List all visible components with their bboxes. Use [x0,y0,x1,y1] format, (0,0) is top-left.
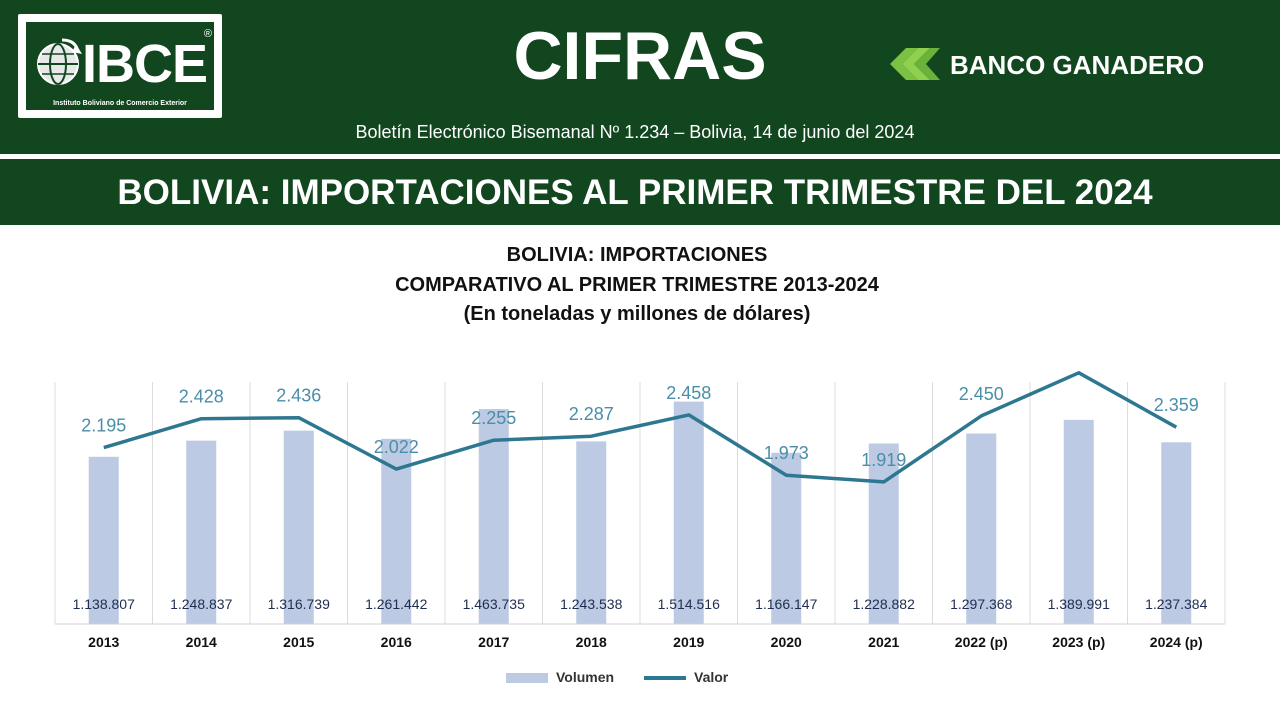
legend-volumen-swatch [506,673,548,683]
volume-bar [186,440,217,624]
valor-data-label: 1.919 [861,450,906,470]
page-title: CIFRAS [513,18,767,94]
x-tick-label: 2016 [381,634,412,650]
header-divider [0,154,1280,159]
title-band [0,159,1280,225]
main-heading: BOLIVIA: IMPORTACIONES AL PRIMER TRIMEST… [117,173,1153,212]
valor-data-label: 2.359 [1154,395,1199,415]
volume-bar [1063,419,1094,624]
volumen-data-label: 1.463.735 [463,596,525,612]
banco-ganadero-logo: BANCO GANADERO [888,44,1238,88]
volumen-data-label: 1.514.516 [658,596,720,612]
volumen-data-label: 1.243.538 [560,596,622,612]
chart-title: BOLIVIA: IMPORTACIONES [506,244,768,266]
volume-bar [966,433,997,624]
valor-data-label: 2.255 [471,408,516,428]
valor-data-label: 1.973 [764,443,809,463]
valor-data-label: 2.428 [179,387,224,407]
ibce-logo-inner: IBCE ® Instituto Boliviano de Comercio E… [26,22,214,110]
volumen-data-label: 1.138.807 [73,596,135,612]
volume-bar [1161,442,1192,624]
valor-data-label: 2.022 [374,437,419,457]
sponsor-name: BANCO GANADERO [950,50,1205,80]
valor-data-label: 2.436 [276,386,321,406]
logo-text: IBCE [82,34,208,94]
x-tick-label: 2021 [868,634,899,650]
volume-bar [673,401,704,624]
x-tick-label: 2015 [283,634,314,650]
volume-bar [88,456,119,624]
volumen-data-label: 1.261.442 [365,596,427,612]
volumen-data-label: 1.297.368 [950,596,1012,612]
valor-data-label: 2.195 [81,416,126,436]
x-tick-label: 2019 [673,634,704,650]
globe-icon [37,38,82,85]
x-tick-label: 2024 (p) [1150,634,1203,650]
volumen-data-label: 1.316.739 [268,596,330,612]
volumen-data-label: 1.228.882 [853,596,915,612]
volume-bar [576,441,607,624]
x-tick-label: 2023 (p) [1052,634,1105,650]
x-tick-label: 2013 [88,634,119,650]
volumen-data-label: 1.237.384 [1145,596,1207,612]
x-tick-label: 2014 [186,634,217,650]
valor-data-label: 2.450 [959,384,1004,404]
x-tick-label: 2017 [478,634,509,650]
ibce-logo: IBCE ® Instituto Boliviano de Comercio E… [18,14,222,118]
x-tick-label: 2018 [576,634,607,650]
chart-unit-note: (En toneladas y millones de dólares) [463,303,811,325]
legend-valor-label: Valor [694,669,729,685]
legend-volumen-label: Volumen [556,669,615,685]
logo-subtitle: Instituto Boliviano de Comercio Exterior [53,100,187,107]
chart-subtitle: COMPARATIVO AL PRIMER TRIMESTRE 2013-202… [395,274,879,296]
x-tick-label: 2020 [771,634,802,650]
volumen-data-label: 1.166.147 [755,596,817,612]
x-tick-label: 2022 (p) [955,634,1008,650]
bulletin-info: Boletín Electrónico Bisemanal Nº 1.234 –… [355,122,915,142]
volume-bar [771,452,802,624]
imports-chart: 2.195 2.428 2.436 2.022 2.255 2.287 2.458 1.973… [54,371,1226,650]
legend-valor-swatch [644,676,686,680]
registered-mark: ® [203,28,212,40]
valor-line [103,371,1178,484]
volume-bar [283,430,314,624]
volumen-data-label: 1.389.991 [1048,596,1110,612]
volumen-data-label: 1.248.837 [170,596,232,612]
valor-data-label: 2.458 [666,383,711,403]
valor-data-label: 2.287 [569,404,614,424]
banco-ganadero-leaf-icon [890,48,940,80]
